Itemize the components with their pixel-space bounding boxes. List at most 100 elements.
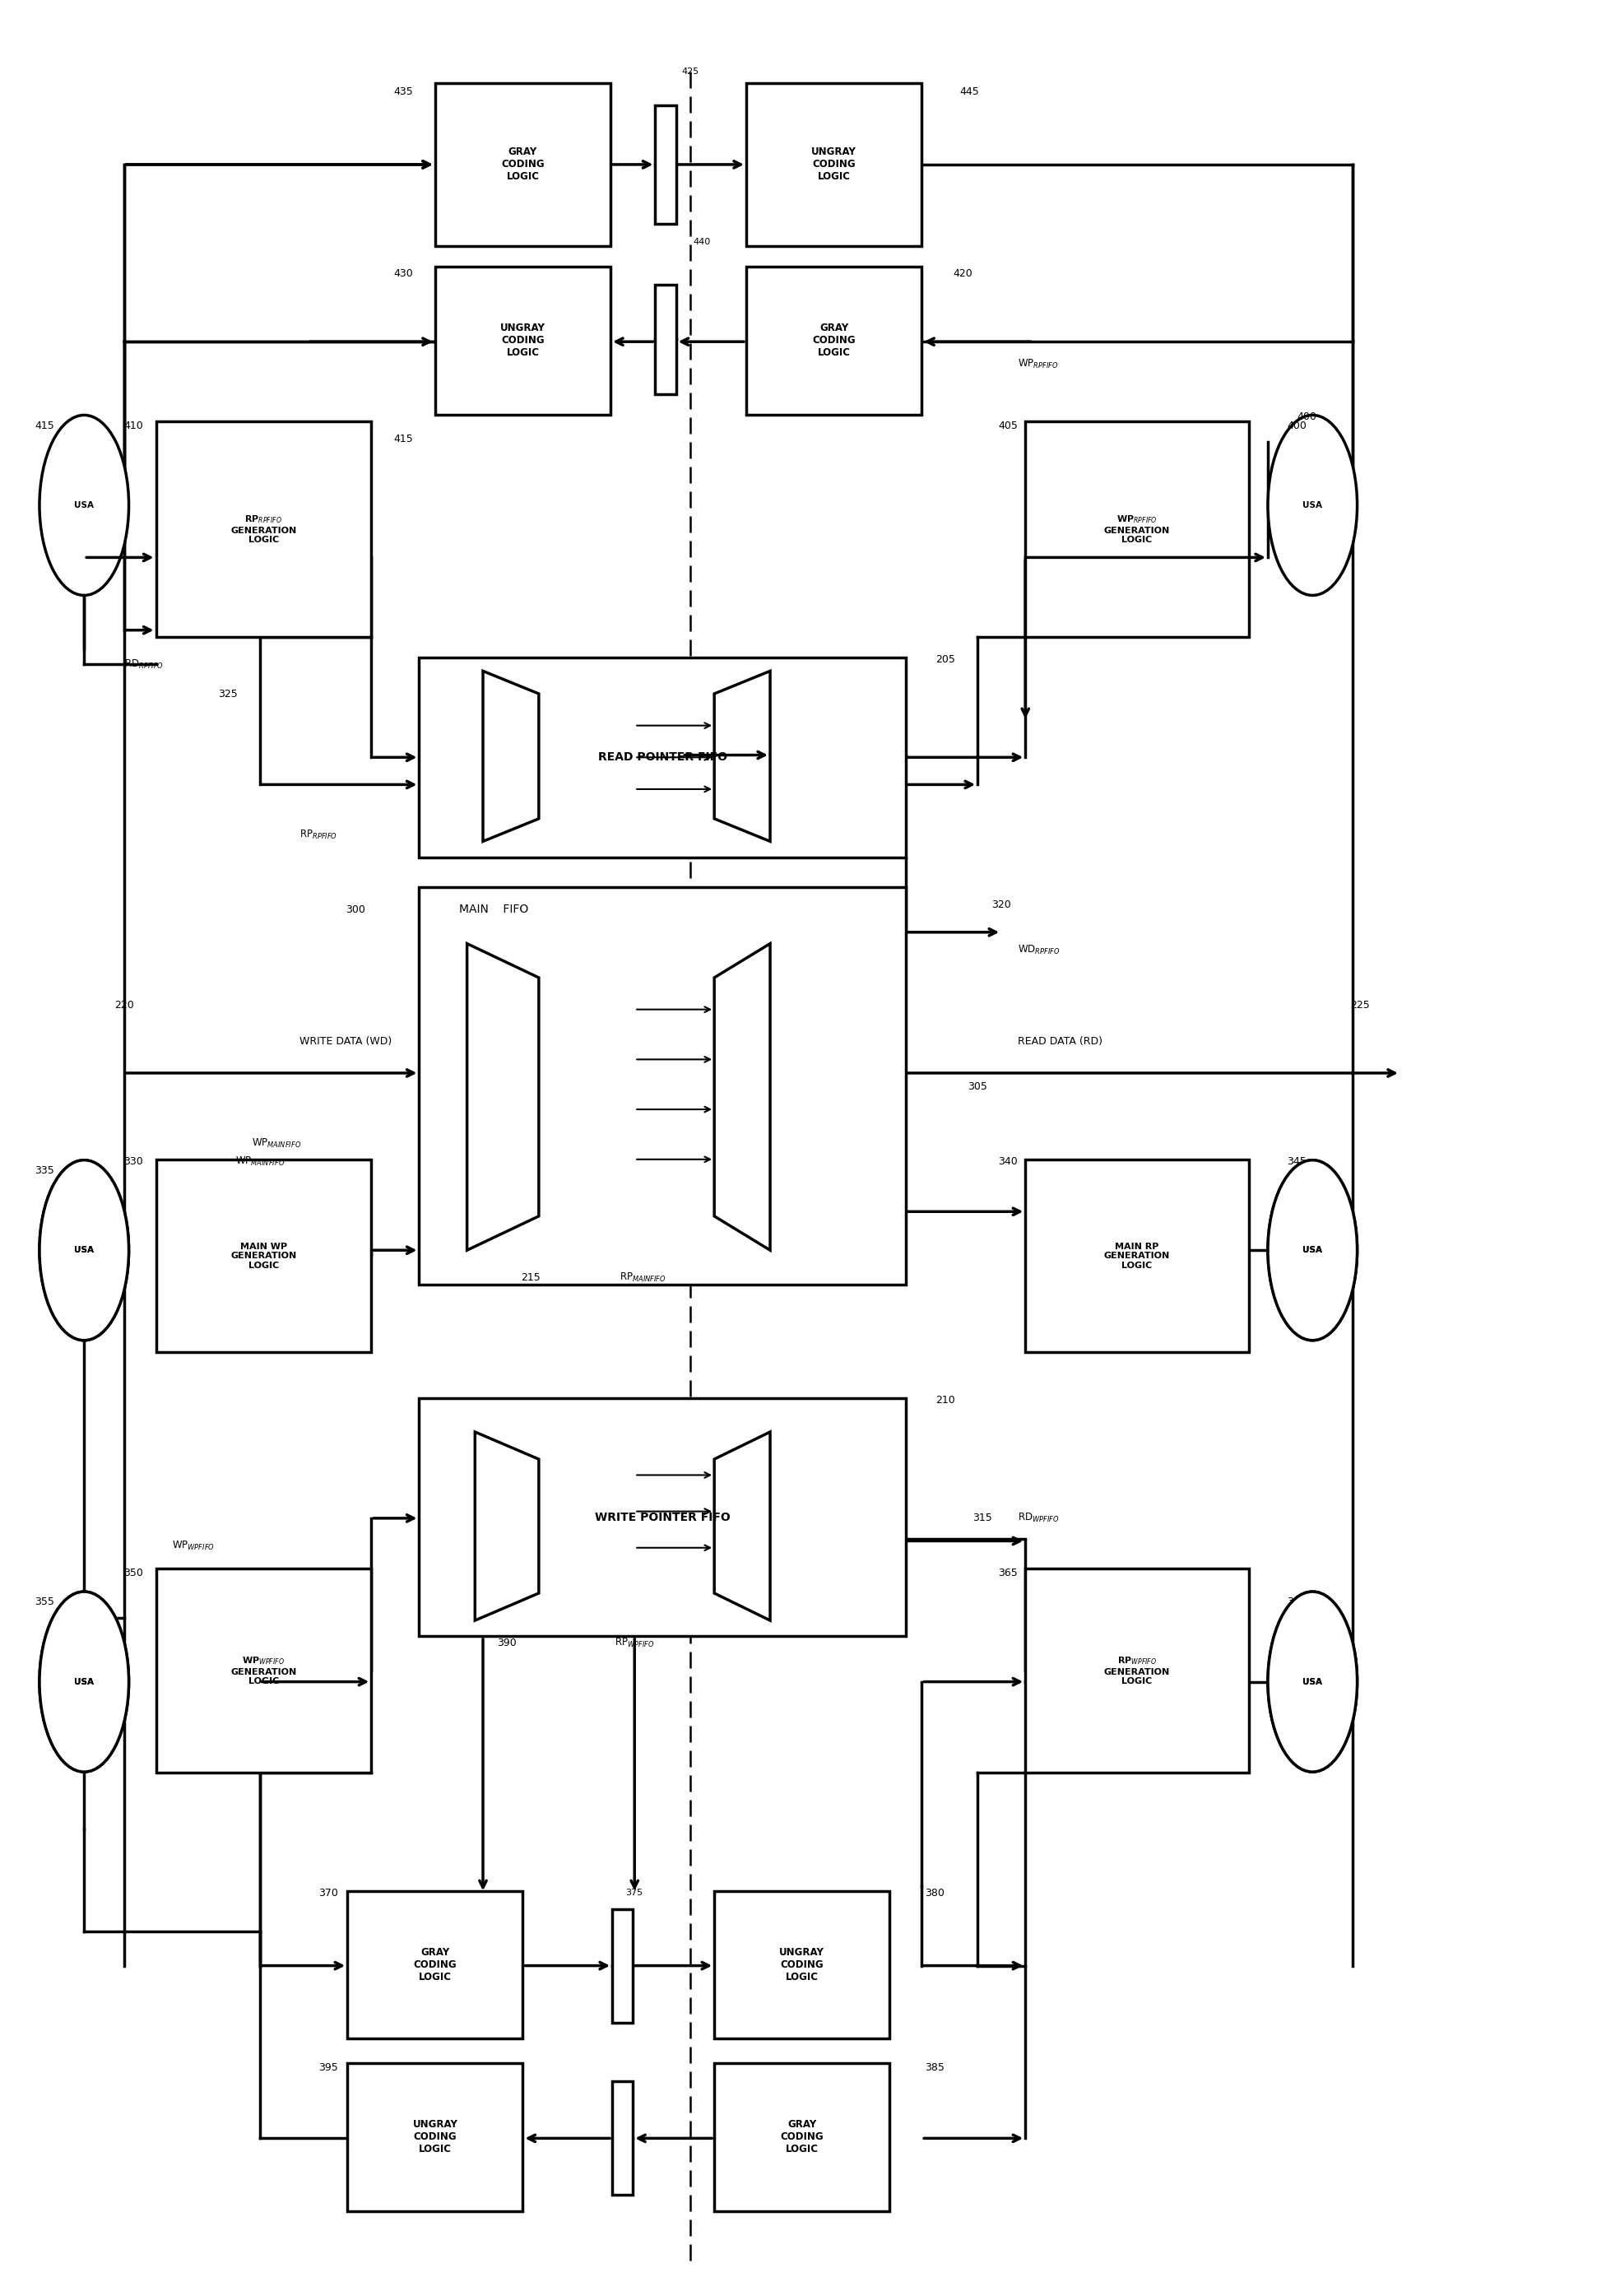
Ellipse shape	[39, 416, 130, 595]
Text: 405: 405	[998, 420, 1017, 432]
Ellipse shape	[1268, 1591, 1358, 1773]
Text: RP$_{RPFIFO}$: RP$_{RPFIFO}$	[300, 829, 337, 840]
FancyBboxPatch shape	[156, 1159, 371, 1352]
Text: 345: 345	[1286, 1157, 1306, 1166]
Text: 400: 400	[1286, 420, 1306, 432]
FancyBboxPatch shape	[1025, 1159, 1249, 1352]
Text: USA: USA	[75, 1247, 94, 1254]
Text: RP$_{MAINFIFO}$: RP$_{MAINFIFO}$	[619, 1272, 666, 1283]
FancyBboxPatch shape	[347, 1890, 523, 2039]
FancyBboxPatch shape	[714, 1890, 889, 2039]
Text: 300: 300	[345, 905, 364, 914]
Text: 315: 315	[972, 1513, 991, 1525]
Ellipse shape	[1268, 416, 1358, 595]
Text: 340: 340	[998, 1157, 1017, 1166]
Text: USA: USA	[1302, 501, 1322, 510]
Text: 385: 385	[925, 2062, 944, 2073]
FancyBboxPatch shape	[420, 657, 906, 856]
Text: MAIN    FIFO: MAIN FIFO	[458, 905, 528, 916]
Text: 445: 445	[959, 87, 980, 96]
Ellipse shape	[1268, 1591, 1358, 1773]
Text: WRITE POINTER FIFO: WRITE POINTER FIFO	[595, 1511, 731, 1522]
FancyBboxPatch shape	[747, 266, 922, 413]
Text: UNGRAY
CODING
LOGIC: UNGRAY CODING LOGIC	[501, 324, 546, 358]
Ellipse shape	[39, 1159, 130, 1341]
Text: WP$_{WPFIFO}$: WP$_{WPFIFO}$	[172, 1538, 214, 1552]
Text: 400: 400	[1296, 411, 1315, 422]
FancyBboxPatch shape	[1025, 420, 1249, 636]
Text: WRITE DATA (WD): WRITE DATA (WD)	[300, 1035, 392, 1047]
Bar	[612, 1908, 633, 2023]
Text: GRAY
CODING
LOGIC: GRAY CODING LOGIC	[781, 2119, 823, 2156]
Text: GRAY
CODING
LOGIC: GRAY CODING LOGIC	[501, 147, 544, 181]
Text: UNGRAY
CODING
LOGIC: UNGRAY CODING LOGIC	[413, 2119, 458, 2156]
Text: 335: 335	[34, 1166, 53, 1176]
Ellipse shape	[1268, 1159, 1358, 1341]
Text: 205: 205	[936, 654, 956, 666]
Text: WP$_{RPFIFO}$: WP$_{RPFIFO}$	[1017, 358, 1058, 370]
Text: GRAY
CODING
LOGIC: GRAY CODING LOGIC	[413, 1947, 457, 1981]
Text: RD$_{RPFIFO}$: RD$_{RPFIFO}$	[125, 659, 164, 670]
FancyBboxPatch shape	[436, 83, 611, 246]
Text: 365: 365	[998, 1568, 1017, 1577]
FancyBboxPatch shape	[156, 420, 371, 636]
Bar	[654, 106, 676, 223]
Text: READ POINTER FIFO: READ POINTER FIFO	[598, 751, 727, 762]
Text: USA: USA	[75, 1678, 94, 1685]
Text: WD$_{RPFIFO}$: WD$_{RPFIFO}$	[1017, 944, 1059, 957]
Text: WP$_{WPFIFO}$
GENERATION
LOGIC: WP$_{WPFIFO}$ GENERATION LOGIC	[230, 1655, 296, 1685]
Text: 430: 430	[394, 269, 413, 278]
Text: 350: 350	[123, 1568, 144, 1577]
Text: 415: 415	[394, 434, 413, 445]
Text: RD$_{WPFIFO}$: RD$_{WPFIFO}$	[1017, 1513, 1059, 1525]
FancyBboxPatch shape	[1025, 1568, 1249, 1773]
FancyBboxPatch shape	[420, 886, 906, 1283]
Text: WP$_{MAINFIFO}$: WP$_{MAINFIFO}$	[251, 1137, 301, 1150]
Text: USA: USA	[75, 1678, 94, 1685]
Text: UNGRAY
CODING
LOGIC: UNGRAY CODING LOGIC	[779, 1947, 825, 1981]
Text: RP$_{RPFIFO}$
GENERATION
LOGIC: RP$_{RPFIFO}$ GENERATION LOGIC	[230, 514, 296, 544]
Text: USA: USA	[1302, 1247, 1322, 1254]
Text: 410: 410	[123, 420, 143, 432]
Text: 330: 330	[123, 1157, 143, 1166]
Ellipse shape	[1268, 1159, 1358, 1341]
Text: 420: 420	[954, 269, 974, 278]
Text: GRAY
CODING
LOGIC: GRAY CODING LOGIC	[812, 324, 855, 358]
Text: USA: USA	[1302, 1247, 1322, 1254]
Text: USA: USA	[1302, 1678, 1322, 1685]
Text: UNGRAY
CODING
LOGIC: UNGRAY CODING LOGIC	[812, 147, 857, 181]
Text: 325: 325	[219, 689, 238, 698]
Text: 375: 375	[625, 1890, 643, 1896]
Text: 395: 395	[319, 2062, 339, 2073]
Text: 425: 425	[682, 67, 700, 76]
Text: 320: 320	[991, 900, 1011, 909]
Text: MAIN WP
GENERATION
LOGIC: MAIN WP GENERATION LOGIC	[230, 1242, 296, 1270]
Text: 440: 440	[693, 236, 710, 246]
Text: WP$_{MAINFIFO}$: WP$_{MAINFIFO}$	[235, 1155, 285, 1169]
FancyBboxPatch shape	[747, 83, 922, 246]
FancyBboxPatch shape	[714, 2064, 889, 2211]
FancyBboxPatch shape	[420, 1398, 906, 1637]
Text: USA: USA	[75, 1247, 94, 1254]
Text: USA: USA	[75, 501, 94, 510]
Text: RP$_{WPFIFO}$
GENERATION
LOGIC: RP$_{WPFIFO}$ GENERATION LOGIC	[1103, 1655, 1170, 1685]
Ellipse shape	[39, 1159, 130, 1341]
Text: 390: 390	[497, 1637, 517, 1649]
Text: 360: 360	[1286, 1598, 1306, 1607]
Text: 305: 305	[967, 1081, 987, 1093]
Text: 370: 370	[319, 1887, 339, 1899]
Bar	[654, 285, 676, 395]
FancyBboxPatch shape	[347, 2064, 523, 2211]
FancyBboxPatch shape	[436, 266, 611, 413]
Text: RP$_{WPFIFO}$: RP$_{WPFIFO}$	[614, 1637, 654, 1649]
Text: USA: USA	[1302, 1678, 1322, 1685]
Text: 435: 435	[394, 87, 413, 96]
Text: 415: 415	[34, 420, 53, 432]
Text: MAIN RP
GENERATION
LOGIC: MAIN RP GENERATION LOGIC	[1103, 1242, 1170, 1270]
Text: 225: 225	[1351, 999, 1371, 1010]
Text: 220: 220	[115, 999, 134, 1010]
Bar	[612, 2082, 633, 2195]
Text: 210: 210	[936, 1394, 956, 1405]
Text: 355: 355	[34, 1598, 53, 1607]
FancyBboxPatch shape	[156, 1568, 371, 1773]
